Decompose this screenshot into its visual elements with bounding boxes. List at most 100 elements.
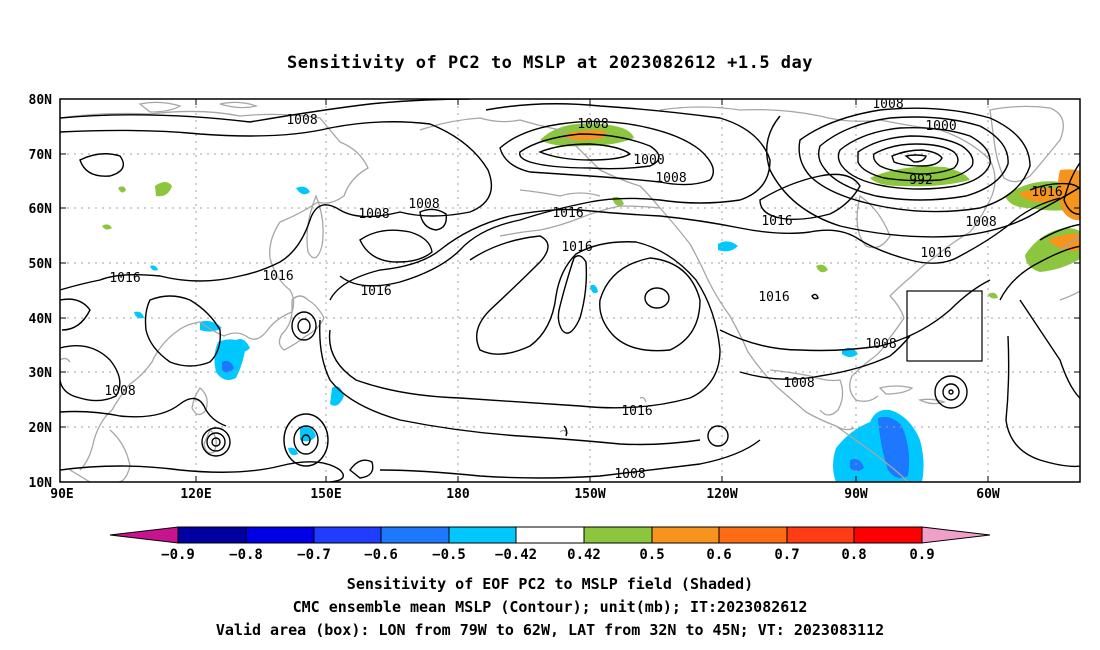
isobar [283,413,329,467]
isobar [707,425,729,447]
contour-label: 1000 [925,119,956,134]
contour-label: 1008 [104,384,135,399]
lon-label: 120W [706,487,737,502]
isobar [644,287,670,309]
shade-positive-region [1018,187,1065,203]
colorbar-swatch [448,526,517,544]
contour-label: 1008 [872,97,903,112]
colorbar-swatch [313,526,382,544]
coastline-caribbean [878,385,947,405]
coastline-central-america [835,425,909,482]
isobar [1019,299,1080,400]
contour-label: 1008 [408,197,439,212]
isobar [942,383,960,401]
isobar [60,121,493,291]
shade-negative-region [296,186,310,195]
lon-label: 120E [180,487,211,502]
isobar [293,425,319,455]
isobar [817,116,1009,201]
coastline-pacific-islands [60,357,647,435]
colorbar-swatch [853,526,923,544]
shade-positive-region [118,186,126,193]
caption-line-1: Sensitivity of EOF PC2 to MSLP field (Sh… [347,575,753,593]
coastline-europe [1059,236,1080,301]
colorbar-label: 0.7 [774,547,799,563]
shade-positive-region [988,292,998,299]
lat-label: 30N [29,366,53,381]
contour-label: 1008 [286,113,317,128]
isobar [719,279,991,352]
shade-positive-region [562,130,606,141]
contour-labels: 1008 1008 1008 1008 1000 1008 1000 992 1… [104,97,1062,482]
isobar [329,197,1061,301]
shade-negative-region [200,320,222,332]
isobar [297,318,311,334]
isobar [60,397,227,427]
shade-negative-region [222,360,234,373]
isobar [301,434,311,446]
coastline-greenland [989,105,1064,183]
isobar [872,143,959,175]
lat-label: 20N [29,421,53,436]
axis-ticks [60,99,1080,482]
isobar [1063,161,1080,215]
coastline-gulf [769,369,844,416]
colorbar-label: −0.5 [432,547,466,563]
contour-label-text: 1016 [758,290,789,305]
coastline-arctic-islands [138,101,259,113]
colorbar-label: 0.6 [706,547,731,563]
isobar [811,293,819,300]
shade-negative-region [236,339,250,352]
map-panel: 1008 1008 1008 1008 1000 1008 1000 992 1… [29,93,1081,502]
lon-label: 90E [50,487,73,502]
contour-label: 1016 [758,290,789,305]
isobar [379,439,761,479]
coastline-asia [60,110,369,471]
coastline-hudson [856,194,891,249]
colorbar-label: 0.8 [841,547,866,563]
contour-label: 1016 [621,404,652,419]
lon-label: 90W [844,487,868,502]
isobar [739,335,911,380]
colorbar-swatch [245,526,315,544]
lon-label: 180 [446,487,470,502]
lon-label: 150E [310,487,341,502]
isobar [206,432,226,452]
shade-negative-region [134,311,144,319]
shade-negative-region [288,447,298,456]
lon-label: 150W [574,487,605,502]
contour-label: 1016 [561,240,592,255]
isobar [563,425,568,437]
colorbar: −0.9 −0.8 −0.7 −0.6 −0.5 −0.42 0.42 0.5 … [109,526,991,563]
isobar [328,235,721,409]
isobar [519,133,660,170]
colorbar-label: 0.9 [909,547,934,563]
contour-label: 1008 [358,207,389,222]
contour-label: 1000 [633,153,664,168]
colorbar-swatch [786,526,855,544]
contour-label: 1008 [965,215,996,230]
isobar [798,107,1031,213]
shade-negative-region [590,284,598,294]
latitude-labels: 80N 70N 60N 50N 40N 30N 20N 10N [29,93,53,491]
isobar [759,173,861,221]
contour-label: 1016 [109,271,140,286]
isobar [1029,182,1080,191]
isobar [60,298,91,331]
contour-label: 1016 [761,214,792,229]
isobar [904,154,927,163]
coastline-canada [659,106,996,297]
lat-label: 50N [29,257,53,272]
isobar [499,120,714,186]
isobar [291,311,317,341]
shade-positive-region [155,182,172,197]
colorbar-label: −0.42 [495,547,537,563]
lat-label: 60N [29,202,53,217]
contour-label: 1016 [1031,185,1062,200]
sensitivity-shading [102,123,1080,482]
contour-label: 1008 [865,337,896,352]
contour-label: 992 [909,173,932,188]
coastline-indochina [69,429,131,482]
isobar [60,461,344,482]
contour-label: 1016 [262,269,293,284]
